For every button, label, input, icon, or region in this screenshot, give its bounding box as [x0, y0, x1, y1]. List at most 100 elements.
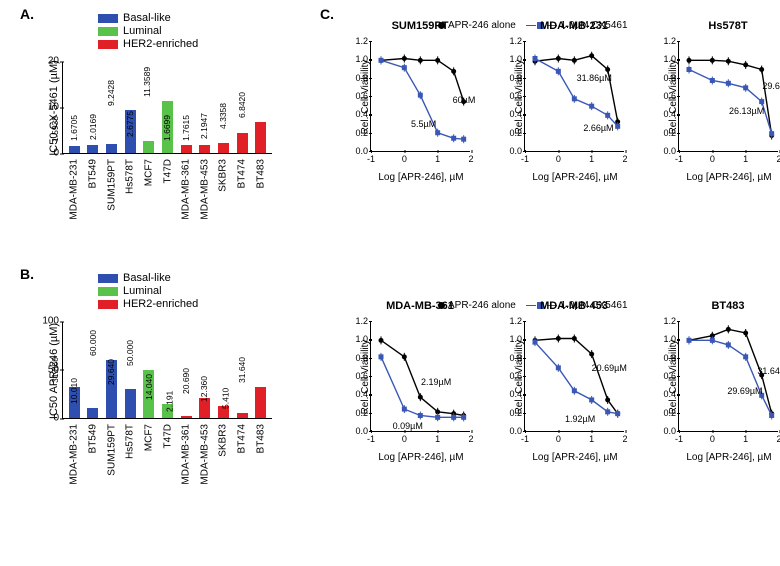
y-tick: 0: [35, 413, 63, 424]
bar: 6.8420: [255, 122, 266, 153]
bar-x-label: MCF7: [143, 159, 154, 186]
series-marker: [402, 407, 407, 412]
bar-slot: 50.000MCF7: [140, 322, 159, 418]
bar-value-label: 1.6705: [69, 115, 79, 143]
bar-value-label: 2.6775: [125, 111, 135, 139]
curve-title: MDA-MB-453: [540, 300, 608, 312]
y-tick: 0.8: [355, 353, 371, 363]
series-marker: [710, 338, 715, 343]
bar: 2.0169: [106, 144, 117, 153]
bar-value-label: 29.640: [106, 359, 116, 387]
legend-swatch: [98, 300, 118, 309]
series-marker: [726, 327, 731, 332]
x-tick: 2: [468, 151, 473, 164]
panel-c-label: C.: [320, 6, 334, 22]
series-marker: [418, 413, 423, 418]
y-tick: 0.8: [509, 73, 525, 83]
bar-x-label: BT549: [87, 424, 98, 453]
legend-label: Luminal: [123, 25, 162, 37]
y-tick: 0.8: [355, 73, 371, 83]
bar-value-label: 31.640: [237, 357, 247, 385]
curve-svg: [525, 42, 625, 152]
bar-x-label: SUM159PT: [106, 424, 117, 476]
x-tick: 1: [743, 151, 748, 164]
series-marker: [418, 395, 423, 400]
series-marker: [615, 411, 620, 416]
curve-plot-area: 0.00.20.40.60.81.01.2-1012Log [APR-246],…: [678, 322, 778, 432]
series-marker: [451, 415, 456, 420]
y-tick: 0.4: [509, 389, 525, 399]
bar: 5.410: [237, 413, 248, 418]
y-tick: 0.4: [663, 109, 679, 119]
bar: 2.1947: [218, 143, 229, 153]
series-marker: [710, 78, 715, 83]
legend-row: HER2-enriched: [98, 298, 198, 310]
series-marker: [769, 131, 774, 136]
series-line: [689, 60, 772, 135]
x-axis-title: Log [APR-246], µM: [532, 452, 617, 463]
y-tick: 0.4: [509, 109, 525, 119]
series-marker: [589, 104, 594, 109]
bar-x-label: MDA-MB-453: [199, 424, 210, 485]
series-marker: [605, 409, 610, 414]
series-marker: [687, 338, 692, 343]
subtype-legend-b: Basal-likeLuminalHER2-enriched: [98, 272, 198, 311]
bar: 1.6705: [87, 145, 98, 153]
y-tick: 0: [35, 148, 63, 159]
series-marker: [726, 342, 731, 347]
series-marker: [435, 415, 440, 420]
y-tick: 20: [35, 56, 63, 67]
y-tick: 1.0: [509, 334, 525, 344]
bar-x-label: MCF7: [143, 424, 154, 451]
series-marker: [572, 96, 577, 101]
legend-row: Luminal: [98, 25, 198, 37]
curve-plot-area: 0.00.20.40.60.81.01.2-1012Log [APR-246],…: [678, 42, 778, 152]
series-marker: [556, 56, 561, 61]
series-marker: [687, 67, 692, 72]
x-tick: 0: [556, 151, 561, 164]
series-marker: [461, 415, 466, 420]
x-tick: -1: [521, 431, 529, 444]
bar-x-label: MDA-MB-453: [199, 159, 210, 220]
x-tick: -1: [367, 431, 375, 444]
series-marker: [435, 58, 440, 63]
curve-svg: [679, 42, 779, 152]
x-tick: 1: [589, 431, 594, 444]
series-marker: [556, 336, 561, 341]
x-tick: 2: [468, 431, 473, 444]
y-tick: 1.0: [663, 54, 679, 64]
bar: 10.010: [87, 408, 98, 418]
y-tick: 0.4: [663, 389, 679, 399]
y-tick: 1.2: [509, 36, 525, 46]
y-tick: 0.6: [509, 91, 525, 101]
curve-plot-area: 0.00.20.40.60.81.01.2-1012Log [APR-246],…: [524, 322, 624, 432]
series-marker: [589, 53, 594, 58]
x-tick: 2: [622, 431, 627, 444]
bar-value-label: 5.410: [220, 387, 230, 410]
bar-value-label: 10.010: [69, 378, 79, 406]
series-line: [535, 342, 618, 414]
y-tick: 0.6: [663, 371, 679, 381]
curve-title: MDA-MB-231: [540, 20, 608, 32]
x-tick: 0: [710, 431, 715, 444]
bar-x-label: BT483: [255, 159, 266, 188]
curve-plot-area: 0.00.20.40.60.81.01.2-1012Log [APR-246],…: [370, 42, 470, 152]
bar: 29.640: [125, 389, 136, 418]
series-marker: [402, 354, 407, 359]
ic50-annotation: 2.19µM: [421, 377, 451, 387]
y-tick: 0.8: [663, 353, 679, 363]
bar-x-label: SKBR3: [218, 159, 229, 192]
x-axis-title: Log [APR-246], µM: [686, 172, 771, 183]
y-tick: 0.2: [663, 128, 679, 138]
bar-value-label: 2.191: [165, 391, 175, 414]
x-tick: 2: [622, 151, 627, 164]
y-tick: 1.2: [509, 316, 525, 326]
y-tick: 1.0: [355, 334, 371, 344]
ic50-annotation: 20.69µM: [592, 363, 627, 373]
panel-b-label: B.: [20, 266, 34, 282]
bar: 2.6775: [143, 141, 154, 153]
series-marker: [418, 93, 423, 98]
bar-x-label: BT474: [237, 424, 248, 453]
y-tick: 1.2: [663, 316, 679, 326]
series-line: [689, 340, 772, 415]
